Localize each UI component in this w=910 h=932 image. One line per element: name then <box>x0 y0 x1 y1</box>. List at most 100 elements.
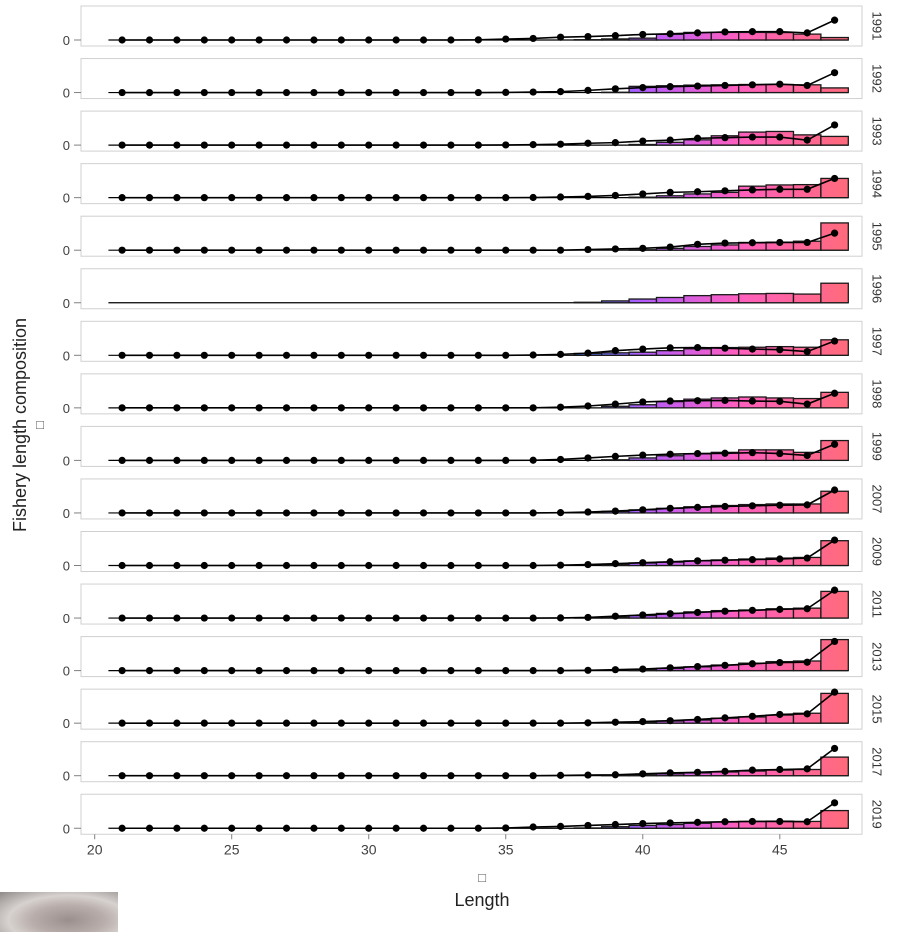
expected-point <box>804 452 811 459</box>
expected-point <box>584 402 591 409</box>
expected-point <box>393 772 400 779</box>
expected-point <box>283 142 290 149</box>
expected-point <box>365 772 372 779</box>
expected-point <box>447 404 454 411</box>
expected-point <box>639 31 646 38</box>
expected-point <box>365 194 372 201</box>
expected-point <box>804 82 811 89</box>
expected-point <box>310 562 317 569</box>
expected-point <box>119 562 126 569</box>
expected-point <box>584 822 591 829</box>
expected-point <box>502 352 509 359</box>
expected-point <box>475 247 482 254</box>
expected-point <box>667 769 674 776</box>
strip-label: 1997 <box>870 327 885 356</box>
expected-point <box>228 36 235 43</box>
expected-point <box>420 509 427 516</box>
observed-bar <box>656 297 683 302</box>
expected-point <box>146 352 153 359</box>
expected-point <box>530 88 537 95</box>
expected-point <box>584 140 591 147</box>
expected-point <box>776 606 783 613</box>
expected-point <box>119 89 126 96</box>
y-tick-label: 0 <box>63 243 70 258</box>
expected-point <box>639 346 646 353</box>
expected-point <box>502 824 509 831</box>
expected-point <box>749 133 756 140</box>
expected-point <box>804 29 811 36</box>
expected-point <box>502 247 509 254</box>
expected-point <box>502 194 509 201</box>
expected-point <box>694 82 701 89</box>
expected-point <box>530 509 537 516</box>
expected-point <box>119 194 126 201</box>
expected-point <box>639 559 646 566</box>
expected-point <box>201 509 208 516</box>
expected-point <box>804 401 811 408</box>
expected-point <box>530 351 537 358</box>
expected-point <box>310 247 317 254</box>
expected-point <box>173 614 180 621</box>
expected-point <box>365 614 372 621</box>
expected-point <box>502 614 509 621</box>
expected-point <box>256 720 263 727</box>
expected-point <box>256 509 263 516</box>
expected-point <box>338 562 345 569</box>
expected-point <box>173 825 180 832</box>
expected-point <box>557 141 564 148</box>
expected-point <box>283 720 290 727</box>
expected-point <box>584 614 591 621</box>
expected-point <box>694 557 701 564</box>
expected-point <box>256 89 263 96</box>
expected-point <box>119 667 126 674</box>
expected-point <box>612 666 619 673</box>
expected-point <box>310 352 317 359</box>
observed-bar <box>629 38 656 40</box>
expected-point <box>831 17 838 24</box>
expected-point <box>365 562 372 569</box>
expected-point <box>393 720 400 727</box>
expected-point <box>584 350 591 357</box>
expected-point <box>475 720 482 727</box>
expected-point <box>146 142 153 149</box>
expected-point <box>612 347 619 354</box>
strip-label: 2009 <box>870 537 885 566</box>
expected-point <box>201 614 208 621</box>
y-tick-label: 0 <box>63 611 70 626</box>
expected-point <box>804 137 811 144</box>
expected-point <box>557 720 564 727</box>
observed-bar <box>821 88 848 93</box>
expected-point <box>530 562 537 569</box>
expected-point <box>146 614 153 621</box>
expected-point <box>146 825 153 832</box>
expected-point <box>173 247 180 254</box>
expected-point <box>475 825 482 832</box>
expected-point <box>831 390 838 397</box>
expected-point <box>557 667 564 674</box>
expected-point <box>420 772 427 779</box>
expected-point <box>119 36 126 43</box>
expected-point <box>694 29 701 36</box>
expected-point <box>338 457 345 464</box>
expected-point <box>146 36 153 43</box>
expected-point <box>502 562 509 569</box>
expected-point <box>639 137 646 144</box>
x-tick-label: 20 <box>87 841 103 857</box>
expected-point <box>365 720 372 727</box>
expected-point <box>146 457 153 464</box>
expected-point <box>804 348 811 355</box>
expected-point <box>228 247 235 254</box>
expected-point <box>228 825 235 832</box>
expected-point <box>447 457 454 464</box>
expected-point <box>475 194 482 201</box>
expected-point <box>749 449 756 456</box>
expected-point <box>310 36 317 43</box>
expected-point <box>256 825 263 832</box>
expected-point <box>612 507 619 514</box>
observed-bar <box>821 811 848 829</box>
expected-point <box>228 142 235 149</box>
expected-point <box>721 82 728 89</box>
expected-point <box>694 716 701 723</box>
